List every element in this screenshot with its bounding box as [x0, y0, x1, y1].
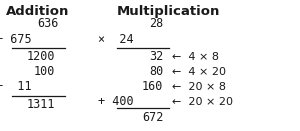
Text: 1311: 1311 [27, 98, 56, 111]
Text: 1200: 1200 [27, 50, 56, 64]
Text: 672: 672 [142, 111, 164, 124]
Text: +  11: + 11 [0, 80, 32, 93]
Text: ←  20 × 20: ← 20 × 20 [172, 97, 232, 107]
Text: + 400: + 400 [98, 95, 134, 108]
Text: 80: 80 [149, 65, 164, 78]
Text: ←  4 × 20: ← 4 × 20 [172, 67, 226, 77]
Text: ←  4 × 8: ← 4 × 8 [172, 52, 219, 62]
Text: ×  24: × 24 [98, 33, 134, 46]
Text: 32: 32 [149, 50, 164, 64]
Text: 636: 636 [37, 17, 58, 30]
Text: + 675: + 675 [0, 33, 32, 46]
Text: 100: 100 [34, 65, 56, 78]
Text: 28: 28 [149, 17, 164, 30]
Text: 160: 160 [142, 80, 164, 93]
Text: Multiplication: Multiplication [117, 5, 220, 18]
Text: ←  20 × 8: ← 20 × 8 [172, 82, 226, 92]
Text: Addition: Addition [6, 5, 69, 18]
